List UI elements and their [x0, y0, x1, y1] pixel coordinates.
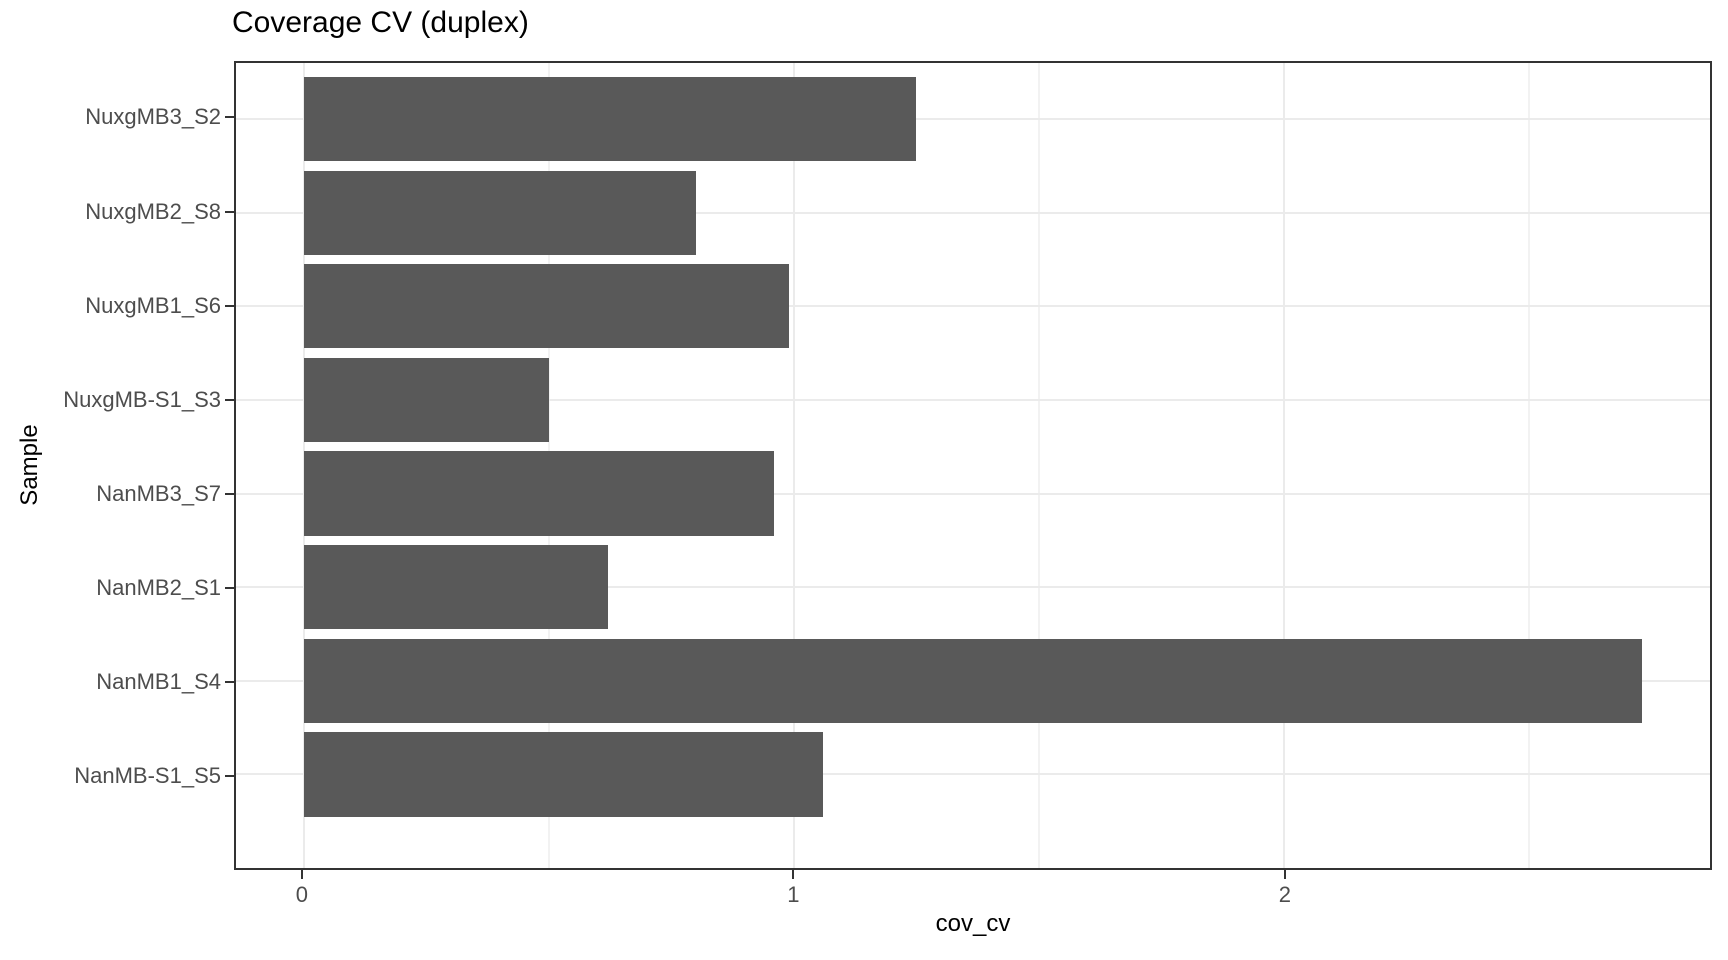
gridline-horizontal-major [236, 211, 1710, 214]
gridline-horizontal-major [236, 586, 1710, 589]
bar [303, 357, 549, 443]
gridline-horizontal-major [236, 398, 1710, 401]
x-axis-title: cov_cv [935, 910, 1011, 937]
y-tick-label: NuxgMB-S1_S3 [63, 386, 221, 412]
y-tick-mark [225, 492, 234, 495]
y-tick-mark [225, 398, 234, 401]
bar [303, 545, 608, 630]
bar [303, 264, 789, 349]
gridline-horizontal-major [236, 305, 1710, 308]
y-tick-mark [225, 586, 234, 589]
gridline-horizontal-major [236, 118, 1710, 121]
y-tick-label: NanMB1_S4 [96, 668, 221, 694]
y-axis-title: Sample [16, 424, 43, 506]
bar [303, 638, 1642, 723]
bar-layer [236, 63, 1710, 868]
x-tick-label: 2 [1278, 882, 1291, 907]
y-tick-mark [225, 774, 234, 777]
y-tick-label: NuxgMB2_S8 [85, 198, 221, 224]
gridline-vertical-major [792, 63, 795, 868]
bar [303, 170, 696, 255]
y-tick-label: NanMB-S1_S5 [74, 762, 221, 788]
chart-title: Coverage CV (duplex) [232, 6, 529, 39]
y-tick-label: NuxgMB1_S6 [85, 292, 221, 318]
gridline-vertical-major [1283, 63, 1286, 868]
bar [303, 77, 917, 162]
plot-panel [234, 61, 1712, 870]
gridline-vertical-minor [1037, 63, 1040, 868]
bar [303, 451, 775, 536]
y-tick-label: NanMB3_S7 [96, 480, 221, 506]
x-tick-mark [300, 870, 303, 879]
y-tick-mark [225, 210, 234, 213]
y-tick-label: NuxgMB3_S2 [85, 104, 221, 130]
x-tick-label: 1 [787, 882, 800, 907]
gridline-horizontal-major [236, 773, 1710, 776]
bar [303, 732, 824, 817]
y-tick-mark [225, 680, 234, 683]
y-tick-label: NanMB2_S1 [96, 574, 221, 600]
y-tick-mark [225, 304, 234, 307]
x-tick-mark [1283, 870, 1286, 879]
x-tick-mark [792, 870, 795, 879]
gridline-vertical-minor [1528, 63, 1531, 868]
x-tick-label: 0 [295, 882, 308, 907]
gridline-horizontal-major [236, 492, 1710, 495]
y-tick-mark [225, 116, 234, 119]
